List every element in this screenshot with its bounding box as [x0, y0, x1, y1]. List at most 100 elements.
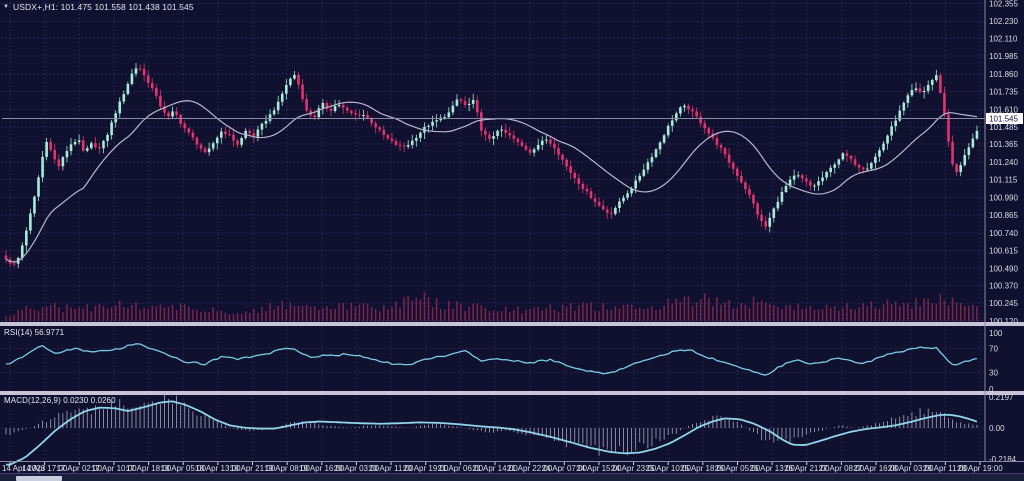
price-axis[interactable]: 102.355 102.230 102.110 101.985 101.860 101.7…	[989, 0, 1018, 326]
candle-down	[943, 92, 946, 115]
volume-bar	[525, 309, 527, 321]
volume-bar	[821, 309, 824, 321]
candle-down	[236, 140, 239, 145]
time-tick-label: 26 Apr 13:00	[749, 464, 795, 473]
candle-down	[744, 182, 747, 190]
volume-bar	[391, 307, 393, 321]
volume-bar	[330, 309, 332, 321]
candle-down	[370, 118, 373, 124]
candle-down	[918, 88, 922, 93]
volume-bar	[66, 304, 68, 321]
volume-bar	[533, 307, 535, 321]
candle-down	[228, 134, 231, 136]
volume-bar	[797, 303, 799, 321]
volume-bar	[151, 305, 153, 321]
volume-bar	[45, 306, 48, 321]
volume-layer	[5, 292, 978, 321]
volume-bar	[403, 297, 405, 321]
candle-up	[796, 175, 800, 177]
volume-bar	[314, 306, 316, 321]
candle-down	[159, 95, 162, 107]
volume-bar	[976, 306, 978, 321]
candle-up	[106, 135, 109, 141]
candle-up	[25, 230, 28, 246]
price-tick-label: 101.365	[989, 140, 1018, 149]
candle-down	[179, 114, 182, 124]
volume-bar	[220, 310, 223, 321]
candle-down	[752, 194, 755, 204]
volume-bar	[606, 309, 608, 321]
volume-bar	[326, 305, 328, 321]
price-tick-label: 100.370	[989, 281, 1018, 290]
volume-bar	[529, 308, 531, 321]
volume-bar	[163, 307, 166, 321]
time-tick-label: 28 Apr 19:00	[957, 464, 1003, 473]
volume-bar	[228, 314, 231, 321]
candle-down	[504, 129, 507, 133]
horizontal-scrollbar[interactable]	[0, 473, 1024, 481]
volume-bar	[626, 304, 629, 321]
candle-up	[865, 168, 869, 170]
candle-down	[475, 100, 479, 113]
volume-bar	[622, 304, 625, 321]
volume-bar	[805, 307, 808, 321]
candle-up	[532, 149, 536, 153]
candle-down	[549, 139, 552, 144]
volume-bar	[281, 300, 283, 321]
volume-bar	[342, 302, 344, 321]
volume-bar	[777, 306, 779, 321]
volume-bar	[370, 306, 373, 321]
volume-bar	[899, 305, 901, 321]
collapse-arrow-icon[interactable]: ▼	[3, 4, 10, 10]
macd-signal-line	[5, 400, 978, 466]
volume-bar	[553, 309, 556, 321]
candle-down	[727, 154, 731, 163]
time-tick-label: 24 Apr 15:00	[576, 464, 622, 473]
volume-bar	[683, 296, 686, 321]
candle-up	[20, 245, 24, 258]
volume-bar	[387, 309, 389, 321]
time-tick-label: 20 Apr 11:00	[369, 464, 414, 473]
candle-up	[110, 122, 113, 136]
volume-bar	[240, 313, 243, 321]
candle-up	[666, 125, 670, 136]
candle-up	[415, 137, 418, 141]
candle-down	[516, 138, 520, 142]
candle-up	[280, 93, 284, 102]
volume-bar	[870, 301, 873, 321]
volume-bar	[472, 303, 474, 321]
candle-up	[837, 159, 841, 165]
candle-down	[939, 75, 942, 93]
volume-bar	[49, 305, 52, 321]
candle-up	[975, 130, 979, 139]
volume-bar	[655, 310, 657, 321]
candle-down	[4, 255, 8, 260]
candle-down	[764, 221, 767, 227]
candle-down	[512, 135, 516, 139]
candle-down	[57, 159, 61, 167]
candle-up	[922, 90, 926, 93]
volume-bar	[695, 302, 698, 321]
candle-up	[276, 101, 280, 111]
volume-bar	[675, 298, 678, 321]
volume-bar	[630, 304, 633, 321]
candle-down	[301, 84, 304, 100]
volume-bar	[825, 304, 828, 321]
volume-bar	[444, 309, 446, 321]
volume-bar	[62, 312, 64, 321]
price-tick-label: 100.615	[989, 247, 1018, 256]
volume-bar	[244, 311, 247, 321]
volume-bar	[834, 306, 836, 321]
candle-down	[142, 68, 146, 76]
volume-bar	[890, 304, 893, 321]
time-tick-label: 27 Apr 08:00	[819, 464, 865, 473]
volume-bar	[212, 307, 214, 321]
volume-bar	[309, 306, 312, 321]
candle-down	[723, 148, 727, 155]
candle-up	[240, 138, 243, 145]
volume-bar	[671, 303, 673, 321]
scrollbar-thumb[interactable]	[16, 475, 62, 481]
